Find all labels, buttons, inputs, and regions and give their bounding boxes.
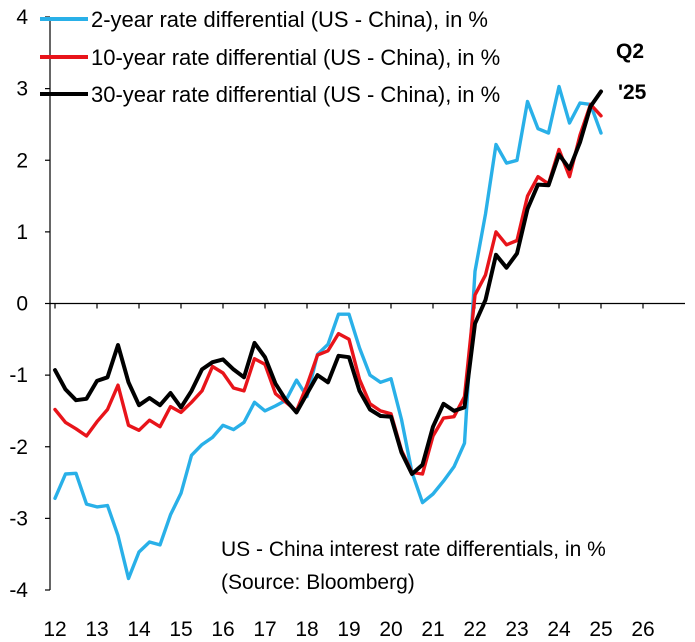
x-tick-label: 20 <box>379 618 402 641</box>
y-tick-label: -2 <box>9 436 28 459</box>
series-lines <box>53 84 603 581</box>
x-tick-label: 19 <box>337 618 360 641</box>
y-tick-label: 2 <box>16 149 28 172</box>
y-tick-label: 3 <box>16 78 28 101</box>
x-tick-label: 26 <box>631 618 654 641</box>
y-tick-label: -1 <box>9 364 28 387</box>
chart-annotation-line-1: US - China interest rate differentials, … <box>221 538 606 561</box>
y-tick-label: 1 <box>16 221 28 244</box>
legend-label-1: 2-year rate differential (US - China), i… <box>91 7 488 32</box>
x-tick-label: 12 <box>43 618 66 641</box>
y-tick-label: -3 <box>9 507 28 530</box>
endpoint-label-line-1: Q2 <box>616 40 644 63</box>
legend: 2-year rate differential (US - China), i… <box>40 7 500 107</box>
x-tick-label: 17 <box>253 618 276 641</box>
chart-annotation-line-2: (Source: Bloomberg) <box>221 571 415 594</box>
x-tick-label: 22 <box>463 618 486 641</box>
x-tick-label: 18 <box>295 618 318 641</box>
legend-label-3: 30-year rate differential (US - China), … <box>91 82 500 107</box>
x-tick-label: 25 <box>589 618 612 641</box>
series-line-1 <box>53 84 603 581</box>
x-tick-label: 14 <box>127 618 151 641</box>
x-tick-label: 16 <box>211 618 234 641</box>
x-tick-label: 24 <box>547 618 571 641</box>
x-tick-label: 21 <box>421 618 444 641</box>
y-tick-label: 0 <box>16 293 28 316</box>
legend-label-2: 10-year rate differential (US - China), … <box>91 45 500 70</box>
y-tick-label: 4 <box>16 6 28 29</box>
x-tick-label: 15 <box>169 618 192 641</box>
series-line-2 <box>53 102 603 476</box>
x-tick-label: 23 <box>505 618 528 641</box>
x-tick-label: 13 <box>85 618 108 641</box>
endpoint-label-line-2: '25 <box>618 81 647 104</box>
series-line-3 <box>53 89 603 476</box>
y-tick-label: -4 <box>9 579 28 602</box>
